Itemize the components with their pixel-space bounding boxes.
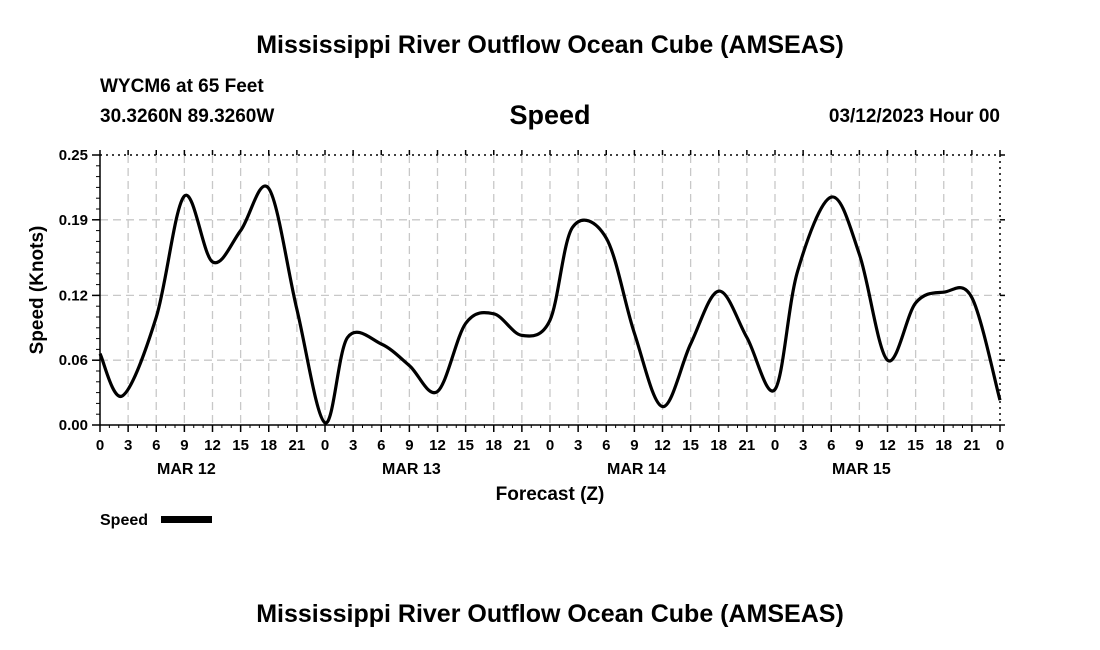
x-tick-label: 15: [457, 437, 474, 454]
y-tick-label: 0.00: [59, 417, 88, 434]
y-tick-label: 0.25: [59, 147, 88, 164]
x-tick-label: 0: [996, 437, 1004, 454]
variable-title: Speed: [509, 100, 591, 130]
x-tick-label: 15: [232, 437, 249, 454]
x-tick-label: 0: [96, 437, 104, 454]
grid: [100, 155, 1000, 425]
day-label: MAR 13: [382, 461, 441, 478]
x-tick-label: 3: [349, 437, 357, 454]
x-tick-label: 18: [710, 437, 727, 454]
y-axis-label: Speed (Knots): [27, 226, 48, 355]
station-label: WYCM6 at 65 Feet: [100, 76, 264, 97]
x-tick-label: 6: [152, 437, 160, 454]
x-tick-label: 9: [180, 437, 188, 454]
day-label: MAR 15: [832, 461, 891, 478]
speed-series-line: [98, 184, 1002, 425]
x-tick-label: 3: [124, 437, 132, 454]
x-tick-label: 12: [654, 437, 671, 454]
axes: [92, 150, 1005, 432]
x-tick-label: 21: [289, 437, 306, 454]
x-tick-label: 3: [799, 437, 807, 454]
forecast-date-label: 03/12/2023 Hour 00: [828, 106, 1000, 127]
y-tick-label: 0.06: [59, 352, 88, 369]
series: [98, 184, 1002, 425]
x-tick-label: 9: [855, 437, 863, 454]
x-tick-label: 6: [602, 437, 610, 454]
x-tick-label: 15: [907, 437, 924, 454]
x-axis-label: Forecast (Z): [496, 484, 605, 505]
tick-labels: 0 3 6 9 12 15 18 21 0 3 6 9 12 15 18 21 0 3 6 9 12 15 18 21 0 3 6 9…: [59, 147, 1004, 478]
x-tick-label: 0: [771, 437, 779, 454]
x-tick-label: 21: [739, 437, 756, 454]
x-tick-label: 18: [485, 437, 502, 454]
x-tick-label: 15: [682, 437, 699, 454]
coordinates-label: 30.3260N 89.3260W: [100, 106, 275, 127]
x-tick-label: 12: [879, 437, 896, 454]
footer-title: Mississippi River Outflow Ocean Cube (AM…: [256, 600, 844, 628]
x-tick-label: 6: [827, 437, 835, 454]
x-tick-label: 21: [514, 437, 531, 454]
x-tick-label: 18: [935, 437, 952, 454]
x-tick-label: 12: [429, 437, 446, 454]
y-tick-label: 0.19: [59, 212, 88, 229]
chart-title: Mississippi River Outflow Ocean Cube (AM…: [256, 31, 844, 59]
x-tick-label: 3: [574, 437, 582, 454]
y-tick-label: 0.12: [59, 287, 88, 304]
legend-swatch: [161, 516, 212, 523]
day-label: MAR 14: [607, 461, 666, 478]
x-tick-label: 9: [630, 437, 638, 454]
x-tick-label: 12: [204, 437, 221, 454]
x-tick-label: 0: [321, 437, 329, 454]
x-tick-label: 0: [546, 437, 554, 454]
x-tick-label: 21: [964, 437, 981, 454]
day-label: MAR 12: [157, 461, 216, 478]
x-tick-label: 6: [377, 437, 385, 454]
x-tick-label: 18: [260, 437, 277, 454]
x-tick-label: 9: [405, 437, 413, 454]
legend-label: Speed: [100, 512, 148, 529]
